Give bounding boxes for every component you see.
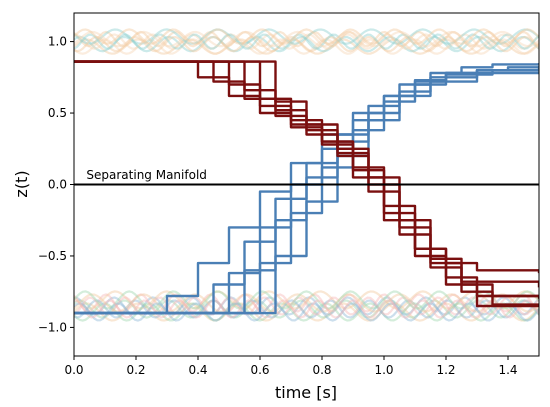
lower-noise-trace: [74, 293, 539, 313]
y-tick-label: 0.0: [48, 178, 67, 192]
x-tick-label: 0.0: [64, 363, 83, 377]
lower-noise-trace: [74, 296, 539, 316]
upper-noise-trace: [74, 33, 539, 50]
rising-series-5: [74, 71, 539, 315]
y-tick-label: 1.0: [48, 35, 67, 49]
lower-noise-trace: [74, 299, 539, 319]
upper-noise-trace: [74, 33, 539, 50]
x-axis-label: time [s]: [275, 383, 337, 402]
x-tick-label: 1.0: [374, 363, 393, 377]
x-axis: 0.0 0.2 0.4 0.6 0.8 1.0 1.2 1.4: [64, 356, 518, 377]
x-tick-label: 0.8: [312, 363, 331, 377]
lower-noise-trace: [74, 299, 539, 319]
rising-series-4: [74, 69, 539, 315]
lower-noise-trace: [74, 302, 539, 322]
x-tick-label: 0.4: [188, 363, 207, 377]
upper-noise-trace: [74, 38, 539, 55]
x-tick-label: 0.6: [250, 363, 269, 377]
y-tick-label: −1.0: [38, 320, 67, 334]
lower-noise-trace: [74, 290, 539, 310]
y-axis-label: z(t): [12, 170, 31, 197]
falling-series-11: [74, 60, 539, 298]
separating-manifold-label: Separating Manifold: [86, 168, 206, 182]
upper-noise-trace: [74, 28, 539, 45]
y-tick-label: −0.5: [38, 249, 67, 263]
upper-noise-trace: [74, 35, 539, 53]
x-tick-label: 0.2: [126, 363, 145, 377]
lower-noise-trace: [74, 302, 539, 322]
y-tick-label: 0.5: [48, 106, 67, 120]
noise-bands: [74, 28, 539, 322]
lower-noise-trace: [74, 293, 539, 313]
x-tick-label: 1.4: [498, 363, 517, 377]
lower-noise-trace: [74, 299, 539, 319]
falling-series-10: [74, 60, 539, 308]
upper-noise-trace: [74, 38, 539, 55]
lower-noise-trace: [74, 296, 539, 316]
upper-noise-trace: [74, 30, 539, 48]
upper-noise-trace: [74, 28, 539, 45]
upper-noise-trace: [74, 30, 539, 48]
y-axis: −1.0 −0.5 0.0 0.5 1.0: [38, 35, 74, 334]
lower-noise-trace: [74, 290, 539, 310]
upper-noise-trace: [74, 35, 539, 53]
x-tick-label: 1.2: [436, 363, 455, 377]
series-layer: [74, 60, 539, 315]
